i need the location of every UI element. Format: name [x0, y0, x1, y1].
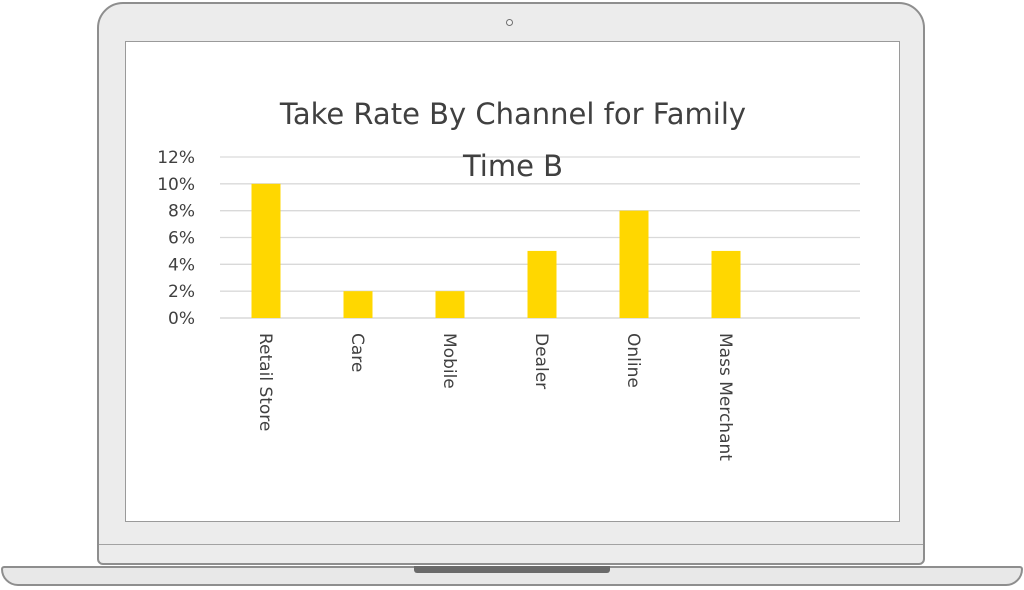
y-tick-label: 4%	[168, 255, 195, 275]
y-tick-label: 2%	[168, 282, 195, 302]
y-axis-tick-labels: 12% 10% 8% 6% 4% 2% 0%	[157, 148, 195, 329]
x-axis-category-labels: Retail Store Care Mobile Dealer Online Mass M…	[255, 333, 735, 461]
y-tick-label: 10%	[157, 175, 195, 195]
bar-mobile	[435, 291, 465, 318]
laptop-hinge-notch	[414, 566, 610, 573]
bar-mass-merchant	[711, 250, 741, 318]
x-category-label: Dealer	[531, 333, 551, 389]
y-tick-label: 12%	[157, 148, 195, 168]
x-category-label: Mobile	[439, 333, 459, 389]
y-tick-label: 8%	[168, 202, 195, 222]
bar-care	[343, 291, 373, 318]
bar-online	[619, 210, 649, 318]
bar-retail-store	[251, 183, 281, 318]
x-category-label: Mass Merchant	[715, 333, 735, 461]
bar-dealer	[527, 250, 557, 318]
x-category-label: Online	[623, 333, 643, 388]
webcam-icon	[506, 19, 513, 26]
bars	[251, 183, 741, 318]
x-category-label: Care	[347, 333, 367, 372]
chart-title: Take Rate By Channel for Family Time B	[279, 97, 747, 183]
x-category-label: Retail Store	[255, 333, 275, 431]
y-tick-label: 6%	[168, 229, 195, 249]
y-tick-label: 0%	[168, 309, 195, 329]
lid-bezel-divider	[99, 544, 923, 545]
